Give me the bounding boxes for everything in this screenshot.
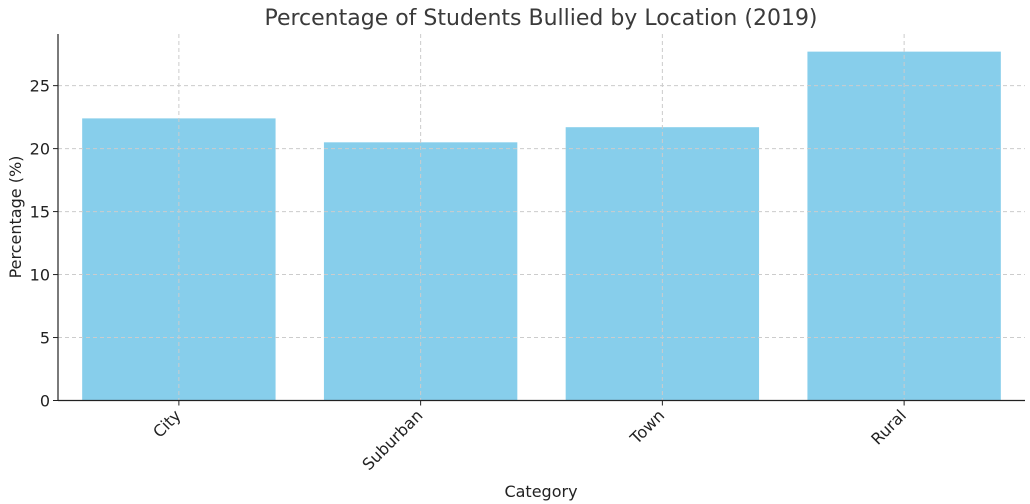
bar-town (565, 127, 760, 401)
y-tick-label: 25 (30, 77, 50, 96)
y-ticks: 0 5 10 15 20 25 (30, 77, 58, 411)
y-tick-label: 10 (30, 266, 50, 285)
x-tick-label: Suburban (358, 406, 426, 474)
axes (57, 34, 1025, 402)
x-tick-label: Town (626, 406, 668, 448)
chart-title: Percentage of Students Bullied by Locati… (264, 6, 817, 31)
x-axis-label: Category (504, 482, 577, 501)
x-tick-label: Rural (867, 406, 910, 449)
bars (82, 51, 1001, 401)
x-ticks: City Suburban Town Rural (149, 400, 910, 474)
y-tick-label: 20 (30, 140, 50, 159)
y-tick-label: 5 (40, 329, 50, 348)
grid (58, 34, 1025, 401)
x-tick-label: City (149, 406, 185, 442)
y-tick-label: 0 (40, 392, 50, 411)
y-tick-label: 15 (30, 203, 50, 222)
y-axis-label: Percentage (%) (6, 156, 25, 279)
